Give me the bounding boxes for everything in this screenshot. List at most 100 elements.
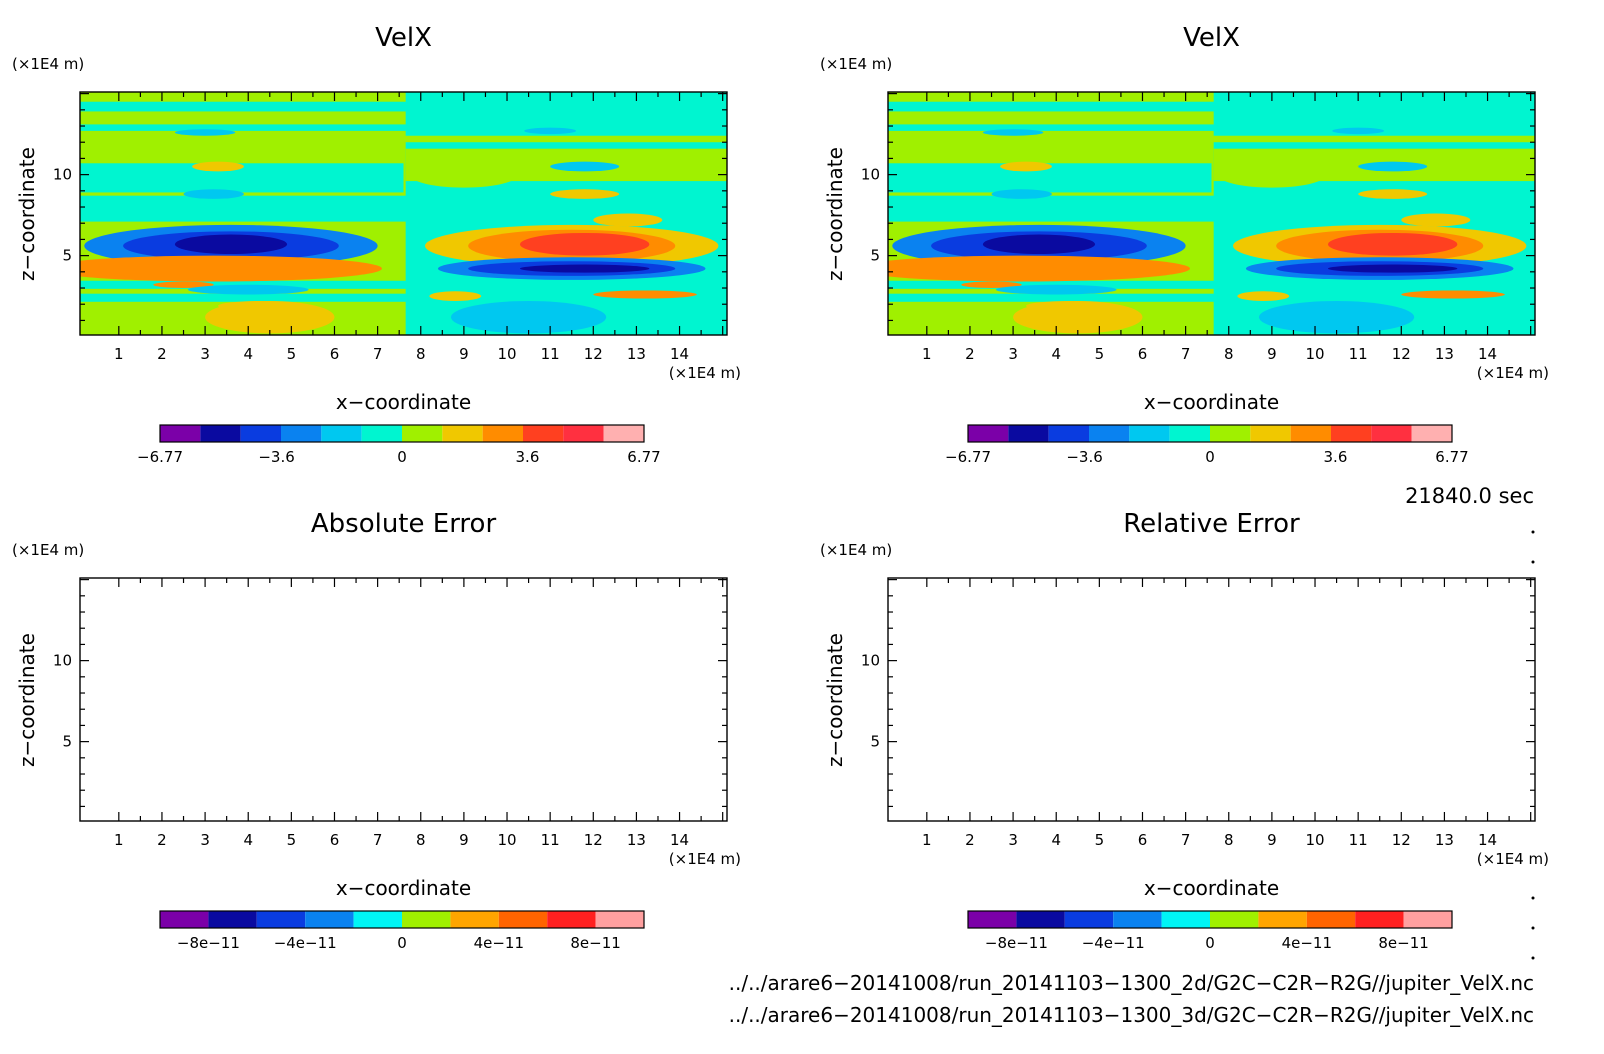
- field-band: [80, 124, 727, 131]
- colorbar-tick-label: −4e−11: [274, 934, 337, 952]
- contour-region: [153, 281, 214, 289]
- colorbar-swatch: [603, 425, 644, 442]
- contour-region: [982, 129, 1044, 136]
- colorbar-swatch: [595, 911, 644, 928]
- margin-dot: [1531, 956, 1535, 960]
- z-tick-label: 5: [870, 247, 880, 265]
- colorbar-tick-label: 8e−11: [570, 934, 620, 952]
- contour-region: [593, 213, 663, 227]
- file-path-3d: ../../arare6−20141008/run_20141103−1300_…: [729, 1003, 1534, 1027]
- field-band: [888, 135, 1535, 143]
- field-band: [888, 280, 1535, 289]
- x-tick-label: 5: [1095, 345, 1105, 363]
- colorbar-swatch: [968, 425, 1009, 442]
- colorbar-tick-label: −8e−11: [985, 934, 1048, 952]
- field-band: [80, 101, 727, 112]
- z-unit-label: (×1E4 m): [12, 541, 84, 559]
- colorbar-swatch: [208, 911, 257, 928]
- colorbar-frame: [159, 910, 645, 929]
- colorbar-swatch: [160, 425, 201, 442]
- x-tick-label: 2: [157, 831, 167, 849]
- contour-region: [550, 189, 620, 199]
- contour-region: [1237, 291, 1290, 301]
- colorbar-tick-label: −3.6: [1066, 448, 1102, 466]
- colorbar-swatch: [1331, 425, 1372, 442]
- contour-region: [412, 164, 516, 188]
- x-tick-label: 2: [965, 831, 975, 849]
- colorbar-tick-label: 0: [397, 934, 407, 952]
- x-tick-label: 14: [670, 831, 689, 849]
- x-tick-label: 6: [330, 345, 340, 363]
- x-tick-label: 9: [459, 345, 469, 363]
- margin-dot: [1531, 896, 1535, 900]
- colorbar-swatch: [1210, 911, 1259, 928]
- colorbar-swatch: [968, 911, 1017, 928]
- x-axis-label: x−coordinate: [336, 390, 471, 414]
- contour-region: [192, 161, 244, 172]
- x-axis-label: x−coordinate: [1144, 876, 1279, 900]
- colorbar-swatch: [1161, 911, 1210, 928]
- contour-region: [1327, 264, 1458, 273]
- x-tick-label: 13: [627, 831, 646, 849]
- x-tick-label: 8: [416, 345, 426, 363]
- z-tick-label: 5: [62, 733, 72, 751]
- contour-region: [1358, 189, 1428, 199]
- contour-region: [429, 291, 482, 301]
- contour-field: [888, 92, 1535, 335]
- y-axis-label: z−coordinate: [823, 633, 847, 767]
- colorbar-tick-label: 8e−11: [1378, 934, 1428, 952]
- colorbar-tick-label: −3.6: [258, 448, 294, 466]
- x-tick-label: 1: [922, 831, 932, 849]
- contour-region: [1220, 164, 1324, 188]
- colorbar-swatch: [1169, 425, 1210, 442]
- margin-dot: [1531, 926, 1535, 930]
- contour-region: [550, 161, 620, 172]
- contour-region: [1358, 161, 1428, 172]
- colorbar-swatch: [1371, 425, 1412, 442]
- x-tick-label: 3: [1008, 345, 1018, 363]
- contour-region: [187, 284, 309, 295]
- contour-region: [991, 189, 1052, 199]
- x-tick-label: 6: [330, 831, 340, 849]
- colorbar-swatch: [281, 425, 322, 442]
- colorbar-swatch: [1355, 911, 1404, 928]
- colorbar: −6.77 −3.6 0 3.6 6.77: [945, 424, 1469, 466]
- colorbar-swatch: [1129, 425, 1170, 442]
- z-tick-label: 10: [53, 166, 72, 184]
- file-path-2d: ../../arare6−20141008/run_20141103−1300_…: [729, 971, 1534, 995]
- colorbar-swatch: [200, 425, 241, 442]
- x-tick-label: 4: [243, 831, 253, 849]
- colorbar-swatch: [321, 425, 362, 442]
- contour-region: [888, 255, 1190, 282]
- x-tick-label: 11: [1349, 831, 1368, 849]
- colorbar-tick-label: 4e−11: [1282, 934, 1332, 952]
- contour-region: [183, 189, 244, 199]
- contour-region: [1000, 161, 1052, 172]
- contour-region: [593, 290, 697, 299]
- colorbar-tick-label: 4e−11: [474, 934, 524, 952]
- panel-title: VelX: [375, 23, 432, 53]
- x-axis-label: x−coordinate: [336, 876, 471, 900]
- x-tick-label: 1: [114, 345, 124, 363]
- contour-region: [982, 234, 1096, 254]
- x-tick-label: 13: [1435, 345, 1454, 363]
- margin-dot: [1531, 530, 1535, 534]
- x-tick-label: 12: [1392, 831, 1411, 849]
- x-tick-label: 14: [1478, 831, 1497, 849]
- colorbar-tick-label: −6.77: [137, 448, 183, 466]
- x-unit-label: (×1E4 m): [669, 850, 741, 868]
- panel-title: VelX: [1183, 23, 1240, 53]
- z-tick-label: 10: [861, 652, 880, 670]
- z-unit-label: (×1E4 m): [820, 55, 892, 73]
- field-band: [888, 101, 1535, 112]
- contour-region: [1258, 300, 1415, 334]
- z-unit-label: (×1E4 m): [12, 55, 84, 73]
- y-axis-label: z−coordinate: [15, 633, 39, 767]
- colorbar-swatch: [547, 911, 596, 928]
- colorbar-tick-label: 3.6: [516, 448, 540, 466]
- x-tick-label: 8: [416, 831, 426, 849]
- colorbar-swatch: [402, 425, 443, 442]
